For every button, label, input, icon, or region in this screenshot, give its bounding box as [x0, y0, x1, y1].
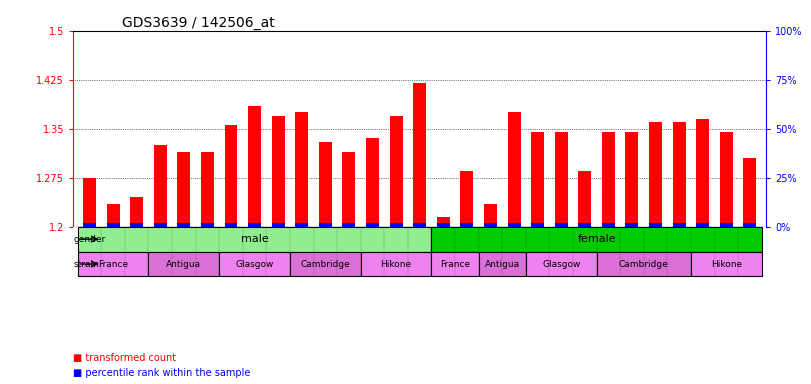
Bar	[389, 116, 402, 227]
Bar	[201, 152, 214, 227]
Bar	[154, 223, 167, 227]
Bar	[178, 223, 191, 227]
Bar	[672, 122, 685, 227]
Bar	[148, 252, 219, 276]
Bar	[201, 223, 214, 227]
Bar	[431, 227, 762, 252]
Text: female: female	[577, 234, 616, 244]
Bar	[248, 223, 261, 227]
Bar	[720, 223, 733, 227]
Bar	[625, 223, 638, 227]
Bar	[366, 139, 379, 227]
Text: GDS3639 / 142506_at: GDS3639 / 142506_at	[122, 16, 274, 30]
Bar	[272, 223, 285, 227]
Bar	[508, 223, 521, 227]
Bar	[649, 223, 662, 227]
Text: Cambridge: Cambridge	[301, 260, 350, 268]
Text: male: male	[241, 234, 268, 244]
Bar	[131, 197, 144, 227]
Bar	[461, 223, 474, 227]
Text: Antigua: Antigua	[485, 260, 520, 268]
Bar	[319, 223, 332, 227]
Bar	[248, 106, 261, 227]
Bar	[578, 171, 591, 227]
Bar	[295, 113, 308, 227]
Bar	[555, 132, 568, 227]
Bar	[219, 252, 290, 276]
Bar	[106, 223, 119, 227]
Bar	[414, 83, 426, 227]
Bar	[484, 204, 497, 227]
Bar	[361, 252, 431, 276]
Bar	[342, 152, 355, 227]
Bar	[437, 217, 450, 227]
Bar	[720, 132, 733, 227]
Bar	[578, 223, 591, 227]
Bar	[154, 145, 167, 227]
Text: gender: gender	[74, 235, 105, 243]
Bar	[319, 142, 332, 227]
Bar	[83, 223, 96, 227]
Bar	[555, 223, 568, 227]
Bar	[342, 223, 355, 227]
Text: Cambridge: Cambridge	[619, 260, 668, 268]
Bar	[437, 223, 450, 227]
Bar	[696, 119, 709, 227]
Bar	[531, 132, 544, 227]
Bar	[649, 122, 662, 227]
Bar	[225, 223, 238, 227]
Bar	[83, 178, 96, 227]
Bar	[272, 116, 285, 227]
Bar	[78, 252, 148, 276]
Bar	[508, 113, 521, 227]
Bar	[672, 223, 685, 227]
Bar	[484, 223, 497, 227]
Bar	[602, 223, 615, 227]
Bar	[744, 223, 757, 227]
Bar	[389, 223, 402, 227]
Text: ■ transformed count: ■ transformed count	[73, 353, 176, 363]
Bar	[131, 223, 144, 227]
Text: Glasgow: Glasgow	[542, 260, 581, 268]
Text: Glasgow: Glasgow	[235, 260, 274, 268]
Text: ■ percentile rank within the sample: ■ percentile rank within the sample	[73, 368, 251, 378]
Bar	[478, 252, 526, 276]
Text: France: France	[98, 260, 128, 268]
Bar	[696, 223, 709, 227]
Bar	[691, 252, 762, 276]
Bar	[597, 252, 691, 276]
Text: Antigua: Antigua	[166, 260, 201, 268]
Bar	[295, 223, 308, 227]
Bar	[290, 252, 361, 276]
Text: Hikone: Hikone	[380, 260, 412, 268]
Bar	[178, 152, 191, 227]
Bar	[461, 171, 474, 227]
Bar	[744, 158, 757, 227]
Text: France: France	[440, 260, 470, 268]
Bar	[602, 132, 615, 227]
Bar	[225, 126, 238, 227]
Bar	[366, 223, 379, 227]
Bar	[526, 252, 597, 276]
Bar	[531, 223, 544, 227]
Bar	[625, 132, 638, 227]
Text: strain: strain	[74, 260, 99, 268]
Text: Hikone: Hikone	[710, 260, 742, 268]
Bar	[414, 223, 426, 227]
Bar	[106, 204, 119, 227]
Bar	[78, 227, 431, 252]
Bar	[431, 252, 478, 276]
